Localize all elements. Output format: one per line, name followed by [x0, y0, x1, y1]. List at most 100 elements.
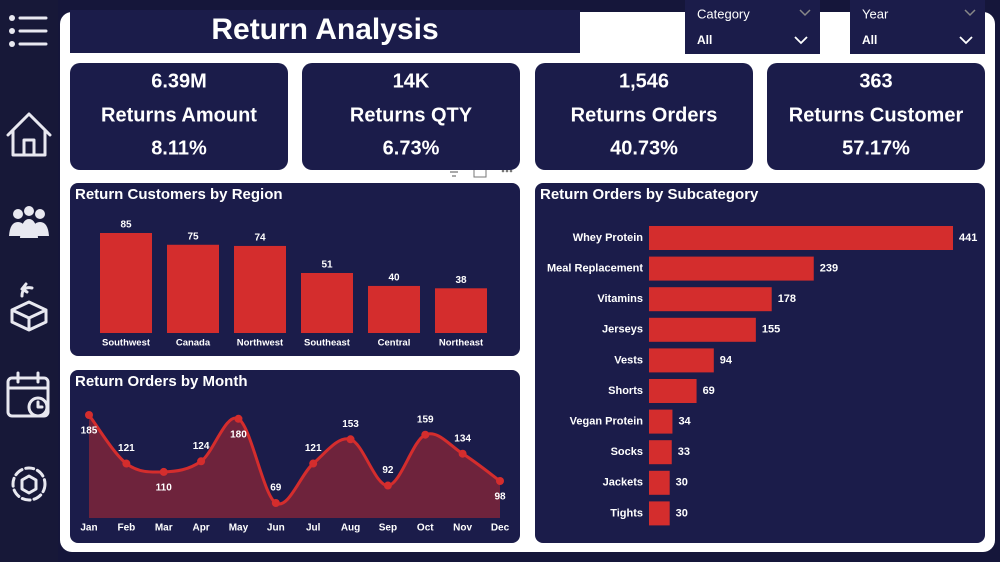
filter-box[interactable]	[850, 0, 985, 54]
chevron	[794, 36, 808, 45]
x-tick-label: Aug	[341, 523, 360, 534]
y-tick-label: Shorts	[608, 385, 643, 397]
x-tick-label: Oct	[417, 523, 434, 534]
bar	[301, 273, 353, 333]
kpi-label: Returns Orders	[571, 104, 718, 126]
chart-title: Return Orders by Month	[75, 373, 248, 390]
data-label: 441	[959, 232, 977, 244]
bar	[100, 233, 152, 333]
menu-icon[interactable]	[9, 15, 48, 47]
data-label: 30	[676, 507, 688, 519]
filter-value: All	[862, 33, 877, 47]
point	[234, 414, 243, 423]
point	[271, 499, 280, 507]
data-label: 94	[720, 354, 733, 366]
bar	[649, 256, 814, 281]
x-tick-label: Southeast	[304, 338, 351, 349]
home-icon[interactable]	[6, 112, 52, 157]
data-label: 33	[678, 446, 690, 458]
data-label: 121	[118, 443, 135, 454]
data-label: 69	[270, 483, 282, 494]
kpi-percent: 8.11%	[151, 137, 207, 159]
bar	[649, 287, 772, 312]
bar	[167, 244, 219, 333]
filter-box[interactable]	[685, 0, 820, 54]
area	[89, 415, 500, 518]
kpi-card	[535, 63, 753, 170]
x-tick-label: Apr	[192, 523, 209, 534]
kpi-value: 1,546	[619, 70, 669, 92]
data-label: 134	[454, 433, 471, 444]
data-label: 239	[820, 263, 838, 275]
data-label: 121	[305, 443, 322, 454]
data-label: 124	[193, 441, 210, 452]
point	[421, 430, 430, 439]
x-tick-label: Southwest	[102, 338, 151, 349]
x-tick-label: Northeast	[439, 338, 484, 349]
point	[309, 459, 318, 468]
x-tick-label: Jun	[267, 523, 285, 534]
point	[159, 467, 168, 476]
y-tick-label: Whey Protein	[573, 232, 644, 244]
data-label: 40	[388, 273, 400, 284]
data-label: 85	[120, 220, 132, 231]
data-label: 153	[342, 419, 359, 430]
customers-icon[interactable]	[9, 206, 49, 238]
kpi-percent: 40.73%	[610, 137, 678, 159]
x-tick-label: Northwest	[237, 338, 284, 349]
filter-label: Category	[697, 6, 750, 21]
bar	[649, 470, 670, 495]
kpi-card	[70, 63, 288, 170]
kpi-card	[302, 63, 520, 170]
point	[458, 449, 467, 458]
data-label: 178	[778, 293, 796, 305]
kpi-value: 363	[859, 70, 892, 92]
data-label: 98	[494, 492, 506, 503]
point	[122, 459, 131, 468]
chart-title: Return Customers by Region	[75, 186, 283, 203]
bar	[649, 379, 697, 403]
chart-panel	[535, 183, 985, 543]
kpi-label: Returns Customer	[789, 104, 964, 126]
more-icon[interactable]	[501, 169, 513, 173]
x-tick-label: Jan	[80, 523, 97, 534]
page-title: Return Analysis	[211, 13, 438, 46]
kpi-value: 14K	[393, 70, 430, 92]
chevron	[959, 36, 973, 45]
data-label: 92	[382, 465, 394, 476]
data-label: 155	[762, 324, 780, 336]
x-tick-label: Feb	[117, 523, 135, 534]
x-tick-label: Mar	[155, 523, 173, 534]
kpi-percent: 6.73%	[383, 137, 440, 159]
data-label: 74	[254, 233, 266, 244]
point	[85, 411, 93, 419]
point	[496, 477, 504, 485]
settings-icon[interactable]	[11, 466, 47, 502]
chevron	[799, 9, 811, 17]
bar	[649, 409, 673, 434]
data-label: 30	[676, 477, 688, 489]
returns-icon[interactable]	[10, 282, 48, 332]
y-tick-label: Socks	[611, 446, 643, 458]
bar	[649, 348, 714, 373]
kpi-percent: 57.17%	[842, 137, 910, 159]
point	[197, 457, 206, 466]
chevron	[964, 9, 976, 17]
calendar-icon[interactable]	[6, 371, 50, 418]
bar	[234, 245, 286, 333]
data-label: 110	[156, 483, 173, 494]
x-tick-label: Dec	[491, 523, 510, 534]
data-label: 185	[81, 426, 98, 437]
kpi-value: 6.39M	[151, 70, 207, 92]
bar	[649, 440, 672, 465]
x-tick-label: Canada	[176, 338, 211, 349]
data-label: 75	[187, 231, 199, 242]
bar	[368, 285, 420, 333]
filter-value: All	[697, 33, 712, 47]
x-tick-label: Jul	[306, 523, 321, 534]
title-bar	[70, 10, 580, 53]
x-tick-label: Sep	[379, 523, 397, 534]
y-tick-label: Jerseys	[602, 324, 643, 336]
